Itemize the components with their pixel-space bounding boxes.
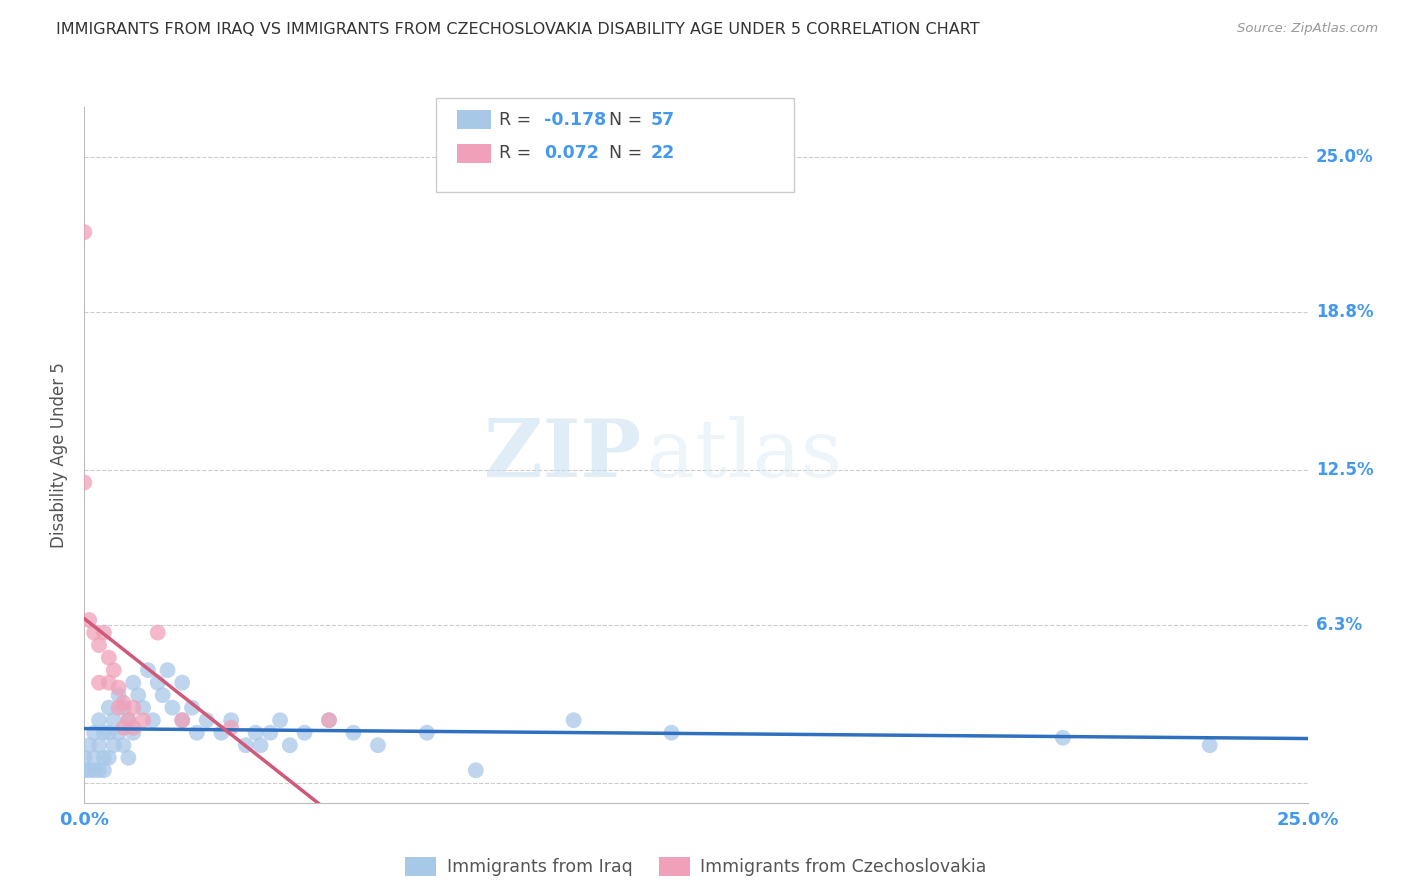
Point xyxy=(1198,738,1220,752)
Point xyxy=(112,721,135,735)
Text: IMMIGRANTS FROM IRAQ VS IMMIGRANTS FROM CZECHOSLOVAKIA DISABILITY AGE UNDER 5 CO: IMMIGRANTS FROM IRAQ VS IMMIGRANTS FROM … xyxy=(56,22,980,37)
Point xyxy=(97,700,120,714)
Point xyxy=(172,713,194,727)
Point xyxy=(294,725,316,739)
Point xyxy=(93,625,115,640)
Point xyxy=(83,764,105,778)
Text: Source: ZipAtlas.com: Source: ZipAtlas.com xyxy=(1237,22,1378,36)
Point xyxy=(103,738,125,752)
Point xyxy=(172,713,194,727)
Point xyxy=(103,713,125,727)
Point xyxy=(97,725,120,739)
Point xyxy=(73,750,96,764)
Text: ZIP: ZIP xyxy=(484,416,641,494)
Point xyxy=(122,675,145,690)
Text: 57: 57 xyxy=(651,111,675,128)
Text: -0.178: -0.178 xyxy=(544,111,606,128)
Point xyxy=(112,696,135,710)
Text: N =: N = xyxy=(609,111,648,128)
Point xyxy=(318,713,340,727)
Point xyxy=(112,738,135,752)
Point xyxy=(162,700,184,714)
Point xyxy=(103,663,125,677)
Point xyxy=(117,713,139,727)
Point xyxy=(219,721,242,735)
Point xyxy=(107,688,129,702)
Point xyxy=(87,675,110,690)
Point xyxy=(661,725,683,739)
Point xyxy=(156,663,179,677)
Point xyxy=(416,725,439,739)
Text: 25.0%: 25.0% xyxy=(1316,148,1374,166)
Text: atlas: atlas xyxy=(647,416,842,494)
Point xyxy=(367,738,389,752)
Point xyxy=(83,725,105,739)
Point xyxy=(122,725,145,739)
Legend: Immigrants from Iraq, Immigrants from Czechoslovakia: Immigrants from Iraq, Immigrants from Cz… xyxy=(398,850,994,883)
Point xyxy=(122,721,145,735)
Point xyxy=(87,738,110,752)
Y-axis label: Disability Age Under 5: Disability Age Under 5 xyxy=(51,362,69,548)
Point xyxy=(83,625,105,640)
Point xyxy=(97,650,120,665)
Point xyxy=(73,475,96,490)
Text: R =: R = xyxy=(499,145,537,162)
Point xyxy=(342,725,364,739)
Point xyxy=(186,725,208,739)
Point xyxy=(107,681,129,695)
Point xyxy=(117,713,139,727)
Point xyxy=(1052,731,1074,745)
Point xyxy=(83,750,105,764)
Text: 0.072: 0.072 xyxy=(544,145,599,162)
Point xyxy=(142,713,165,727)
Point xyxy=(93,750,115,764)
Point xyxy=(181,700,204,714)
Text: 22: 22 xyxy=(651,145,675,162)
Point xyxy=(77,738,100,752)
Point xyxy=(132,700,155,714)
Point xyxy=(87,764,110,778)
Point xyxy=(107,700,129,714)
Point xyxy=(117,750,139,764)
Point xyxy=(269,713,291,727)
Point xyxy=(87,638,110,652)
Point xyxy=(259,725,281,739)
Point xyxy=(97,675,120,690)
Point xyxy=(235,738,257,752)
Point xyxy=(562,713,585,727)
Point xyxy=(278,738,301,752)
Point xyxy=(249,738,271,752)
Point xyxy=(136,663,159,677)
Point xyxy=(93,764,115,778)
Point xyxy=(146,625,169,640)
Point xyxy=(219,713,242,727)
Point xyxy=(127,688,149,702)
Point xyxy=(87,713,110,727)
Point xyxy=(73,764,96,778)
Point xyxy=(112,700,135,714)
Point xyxy=(93,725,115,739)
Text: 6.3%: 6.3% xyxy=(1316,616,1362,634)
Point xyxy=(245,725,267,739)
Point xyxy=(146,675,169,690)
Text: N =: N = xyxy=(609,145,648,162)
Point xyxy=(172,675,194,690)
Point xyxy=(152,688,174,702)
Point xyxy=(209,725,232,739)
Point xyxy=(122,700,145,714)
Point xyxy=(97,750,120,764)
Point xyxy=(318,713,340,727)
Point xyxy=(77,613,100,627)
Point xyxy=(132,713,155,727)
Point xyxy=(464,764,486,778)
Text: R =: R = xyxy=(499,111,537,128)
Text: 12.5%: 12.5% xyxy=(1316,461,1374,479)
Point xyxy=(73,225,96,239)
Point xyxy=(195,713,218,727)
Text: 18.8%: 18.8% xyxy=(1316,303,1374,321)
Point xyxy=(107,725,129,739)
Point xyxy=(77,764,100,778)
